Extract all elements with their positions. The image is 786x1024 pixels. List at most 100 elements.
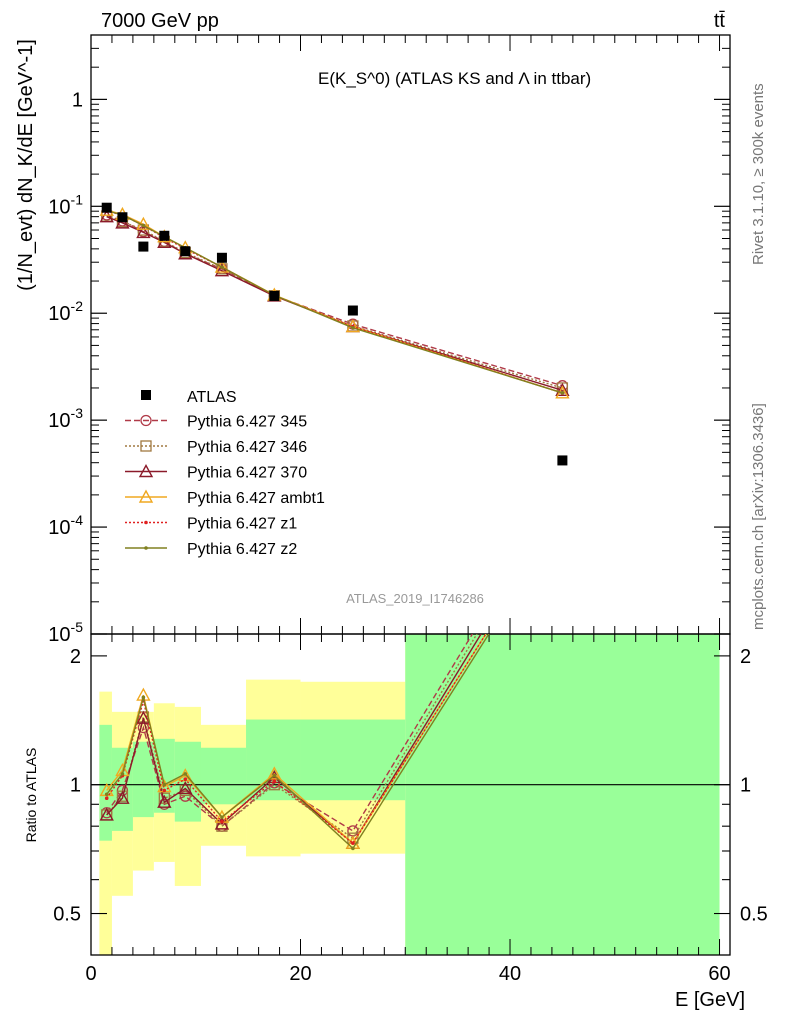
data-point	[138, 241, 149, 252]
ratio-point	[104, 796, 109, 800]
legend-label: ATLAS	[187, 389, 237, 406]
series-point	[136, 224, 151, 239]
ratio-point	[267, 766, 282, 780]
data-point	[101, 202, 112, 213]
ratio-point	[557, 481, 567, 491]
ratio-tick-label-right: 0.5	[740, 904, 768, 926]
y-tick-label: 1	[72, 89, 83, 111]
series-point	[214, 263, 230, 277]
legend-label: Pythia 6.427 346	[187, 439, 307, 456]
ratio-point	[214, 816, 230, 830]
legend-marker	[138, 464, 154, 478]
header-energy: 7000 GeV pp	[101, 10, 219, 32]
ratio-axis-label: Ratio to ATLAS	[23, 748, 39, 843]
inner-band	[132, 741, 154, 818]
ratio-tick-label: 1	[70, 775, 81, 797]
ratio-point	[272, 773, 277, 778]
legend-marker	[140, 440, 152, 452]
legend: ATLAS Pythia 6.427 345 Pythia 6.427 346 Pyt…	[125, 389, 325, 558]
mcplots-label: mcplots.cern.ch [arXiv:1306.3436]	[750, 403, 767, 630]
series-point	[220, 265, 224, 269]
ratio-line	[106, 634, 478, 840]
series-point	[214, 259, 230, 273]
plot-title: E(K_S^0) (ATLAS KS and Λ in ttbar)	[318, 69, 591, 88]
inner-band	[405, 634, 720, 955]
data-point	[117, 212, 128, 223]
ratio-tick-label-right: 2	[740, 646, 751, 668]
data-point	[557, 455, 568, 466]
legend-marker-data	[141, 390, 151, 400]
legend-marker	[144, 546, 148, 550]
ratio-point	[183, 777, 188, 782]
ratio-tick-label-right: 1	[740, 775, 751, 797]
data-point	[216, 252, 227, 263]
legend-marker	[144, 520, 148, 525]
data-point	[269, 290, 280, 301]
ratio-bands	[99, 634, 720, 955]
legend-marker	[138, 489, 154, 503]
ratio-point	[162, 788, 167, 793]
ratio-tick-label: 2	[70, 646, 81, 668]
x-tick-label: 60	[708, 963, 730, 985]
ratio-point	[557, 488, 567, 498]
ratio-point	[556, 508, 568, 519]
ratio-tick-label: 0.5	[53, 904, 81, 926]
ratio-point	[104, 792, 109, 797]
series-line	[106, 214, 563, 387]
ratio-point	[351, 841, 355, 845]
legend-label: Pythia 6.427 ambt1	[187, 490, 325, 507]
series-point	[351, 326, 355, 330]
ratio-series	[99, 481, 568, 851]
main-series	[99, 202, 570, 466]
analysis-label: ATLAS_2019_I1746286	[346, 591, 484, 606]
data-point	[180, 246, 191, 257]
ratio-point	[220, 819, 224, 824]
x-axis-label: E [GeV]	[675, 989, 745, 1011]
series-point	[115, 215, 130, 229]
legend-label: Pythia 6.427 z1	[187, 516, 297, 533]
legend-label: Pythia 6.427 370	[187, 465, 307, 482]
inner-band	[246, 719, 301, 801]
ratio-point	[556, 495, 568, 506]
ratio-frame	[90, 633, 731, 956]
ratio-point	[120, 772, 125, 776]
ratio-point	[178, 781, 193, 795]
ratio-point	[141, 695, 146, 700]
inner-band	[200, 747, 247, 805]
ratio-point	[183, 772, 188, 776]
data-point	[347, 305, 358, 316]
ratio-point	[162, 782, 167, 787]
y-tick-label: 10-3	[48, 405, 83, 432]
data-point	[159, 230, 170, 241]
y-axis-label: (1/N_evt) dN_K/dE [GeV^-1]	[15, 39, 37, 291]
ratio-point	[561, 512, 565, 516]
legend-label: Pythia 6.427 z2	[187, 541, 297, 558]
inner-band	[300, 719, 406, 801]
series-point	[560, 391, 565, 395]
series-point	[141, 223, 146, 228]
ratio-point	[351, 846, 355, 851]
y-tick-label: 10-2	[48, 298, 83, 325]
ratio-point	[272, 779, 277, 783]
series-point	[555, 382, 570, 397]
ratio-point	[220, 815, 224, 819]
ratio-point	[561, 516, 565, 520]
ratio-point	[99, 807, 114, 821]
ratio-point	[157, 794, 172, 808]
header-process: tt̄	[714, 10, 726, 32]
x-tick-label: 40	[499, 963, 521, 985]
x-tick-label: 0	[85, 963, 96, 985]
ratio-point	[115, 790, 130, 804]
y-tick-label: 10-5	[48, 619, 83, 646]
y-tick-label: 10-1	[48, 191, 83, 218]
series-point	[99, 209, 114, 223]
legend-marker	[140, 414, 152, 427]
ratio-point	[136, 710, 151, 724]
ratio-line	[106, 634, 482, 845]
inner-band	[99, 724, 112, 841]
y-tick-label: 10-4	[48, 512, 83, 539]
x-tick-label: 20	[289, 963, 311, 985]
rivet-label: Rivet 3.1.10, ≥ 300k events	[750, 83, 767, 265]
legend-label: Pythia 6.427 345	[187, 414, 307, 431]
